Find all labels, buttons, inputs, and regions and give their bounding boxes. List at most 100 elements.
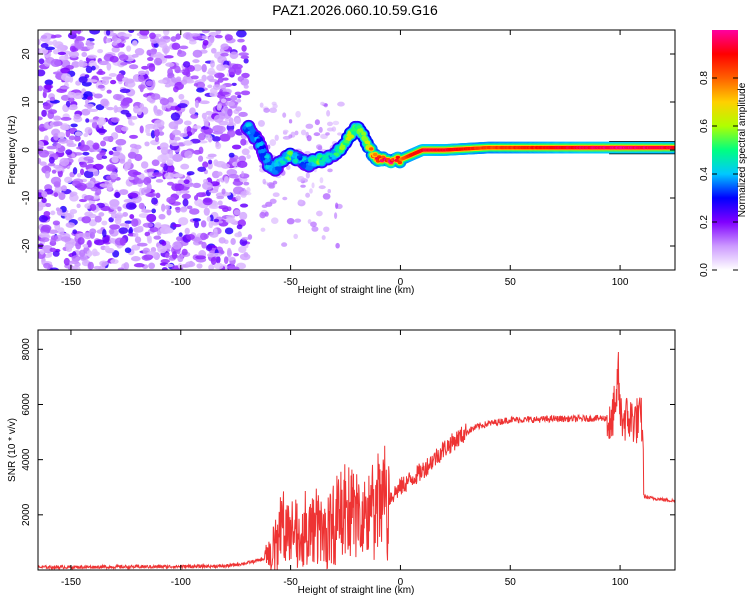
noise-blob [195,81,206,89]
noise-blob [218,205,229,210]
x-tick-label: -100 [171,577,191,588]
noise-blob [87,261,94,270]
noise-blob [43,211,51,217]
ridge-core [306,165,312,169]
noise-blob [69,191,78,196]
noise-blob [326,110,331,117]
noise-blob [127,176,135,181]
noise-blob [207,84,213,89]
noise-blob [111,211,117,219]
noise-blob [166,208,172,216]
snr-panel: -150 -100 -50 0 50 100 2000 4000 6000 8000 Heigh… [7,329,676,596]
noise-blob [67,104,78,111]
noise-blob [112,250,120,258]
ridge-core [369,147,374,151]
noise-blob [65,149,73,155]
noise-blob [145,80,154,87]
noise-blob [306,134,312,142]
ridge-core [346,136,351,140]
noise-blob [192,59,200,64]
noise-blob [188,208,200,215]
noise-blob [110,117,120,123]
noise-blob [106,106,115,111]
noise-blob [86,250,93,258]
noise-blob [153,235,162,240]
noise-blob [221,188,226,195]
noise-blob [230,238,236,245]
noise-blob [50,210,56,216]
noise-blob [268,185,275,189]
noise-blob [112,93,122,101]
noise-blob [213,159,219,167]
noise-blob [59,124,71,131]
spectrogram-x-axis: -150 -100 -50 0 50 100 [61,30,629,288]
noise-blob [158,79,168,84]
noise-blob [38,149,50,158]
noise-blob [334,202,339,209]
noise-blob [127,169,139,177]
noise-blob [128,30,135,34]
noise-blob [118,54,129,61]
noise-blob [82,151,90,156]
noise-blob [133,232,139,238]
noise-blob [53,192,59,198]
noise-blob [134,47,145,56]
noise-blob [241,45,247,52]
ridge-core [361,132,366,136]
noise-blob [234,232,243,238]
noise-blob [227,129,236,138]
ridge-core [274,163,279,167]
noise-blob [38,140,45,149]
noise-blob [48,109,58,115]
noise-blob [212,84,222,90]
noise-blob [133,263,145,268]
noise-blob [214,72,225,79]
noise-blob [199,100,210,105]
noise-blob [264,211,269,217]
noise-blob [110,171,118,180]
noise-blob [124,161,131,170]
noise-blob [101,77,110,86]
noise-blob [102,229,107,238]
noise-blob [76,203,81,209]
noise-blob [53,133,59,141]
noise-blob [149,227,159,233]
noise-blob [214,34,223,39]
ridge-core [349,134,354,138]
noise-blob [180,163,190,170]
noise-blob [215,30,222,35]
noise-blob [97,84,105,89]
noise-blob [210,256,217,266]
noise-blob [235,30,247,38]
noise-blob [100,98,109,107]
noise-blob [57,138,69,144]
noise-blob [305,172,310,179]
noise-blob [124,247,132,254]
noise-blob [139,103,145,111]
noise-blob [55,207,61,212]
noise-blob [40,237,50,243]
noise-blob [316,210,323,217]
noise-blob [178,232,183,237]
noise-blob [231,144,242,150]
noise-blob [240,55,249,60]
noise-blob [194,99,199,109]
ridge-core [331,154,336,158]
ridge-core [258,143,263,147]
noise-blob [272,192,280,198]
noise-blob [83,133,89,138]
noise-blob [52,121,63,127]
noise-blob [237,38,245,43]
noise-blob [83,194,94,201]
noise-blob [193,195,199,201]
noise-blob [208,78,218,83]
noise-blob [92,163,104,171]
noise-blob [45,46,56,51]
noise-blob [93,239,105,246]
noise-blob [125,223,130,229]
noise-blob [89,228,97,235]
noise-blob [193,83,199,87]
noise-blob [217,200,223,207]
noise-blob [129,134,138,139]
noise-blob [196,263,203,269]
